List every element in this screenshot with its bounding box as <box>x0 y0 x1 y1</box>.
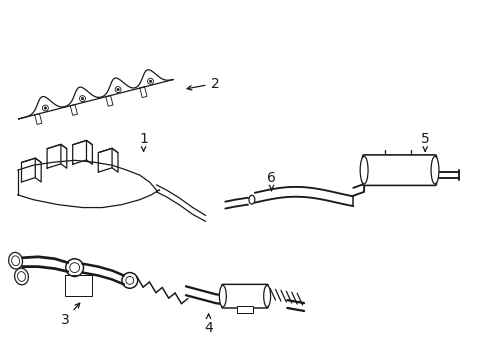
Text: 3: 3 <box>61 303 80 327</box>
FancyBboxPatch shape <box>362 155 436 185</box>
Text: 4: 4 <box>204 314 212 335</box>
Ellipse shape <box>263 285 270 307</box>
Text: 5: 5 <box>420 132 428 152</box>
Bar <box>65 275 92 296</box>
Circle shape <box>44 107 46 109</box>
FancyBboxPatch shape <box>222 284 267 308</box>
Bar <box>237 306 252 313</box>
Text: 2: 2 <box>187 77 219 90</box>
Text: 6: 6 <box>266 171 275 191</box>
Text: 1: 1 <box>139 132 148 152</box>
Ellipse shape <box>360 156 367 184</box>
Circle shape <box>117 88 119 91</box>
Ellipse shape <box>430 156 438 184</box>
Ellipse shape <box>219 285 226 307</box>
Circle shape <box>149 80 151 82</box>
Circle shape <box>81 98 83 100</box>
